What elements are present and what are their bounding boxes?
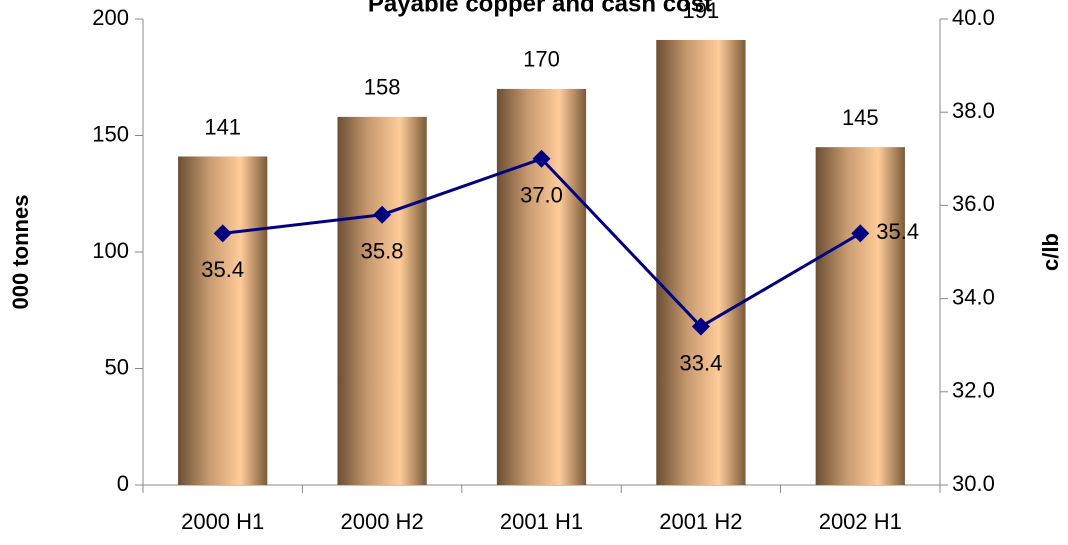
bar [178, 156, 268, 485]
x-tick-label: 2001 H1 [500, 509, 583, 534]
y-tick-label: 0 [117, 471, 129, 496]
y2-tick-label: 32.0 [952, 378, 995, 403]
bar [656, 39, 746, 485]
y2-tick-label: 38.0 [952, 98, 995, 123]
y-tick-label: 200 [92, 5, 129, 30]
marker [213, 224, 232, 243]
bar-value-label: 141 [204, 114, 241, 139]
marker [373, 205, 392, 224]
x-tick-label: 2000 H1 [181, 509, 264, 534]
y2-axis-label: c/lb [1038, 233, 1063, 271]
line-value-label: 35.4 [876, 219, 919, 244]
line-value-label: 33.4 [679, 350, 722, 375]
y-axis-label: 000 tonnes [8, 195, 33, 310]
y2-tick-label: 34.0 [952, 284, 995, 309]
bar [496, 88, 587, 486]
line-value-label: 35.8 [361, 239, 404, 264]
line-value-label: 35.4 [201, 257, 244, 282]
y2-tick-label: 40.0 [952, 5, 995, 30]
marker [532, 149, 551, 168]
y2-tick-label: 30.0 [952, 471, 995, 496]
marker [851, 224, 870, 243]
y-tick-label: 150 [92, 121, 129, 146]
bar [815, 147, 905, 485]
y2-tick-label: 36.0 [952, 191, 995, 216]
y-tick-label: 100 [92, 238, 129, 263]
chart-title: Payable copper and cash cost [368, 0, 712, 17]
bar-value-label: 170 [523, 47, 560, 72]
bar-value-label: 191 [683, 0, 720, 23]
x-tick-label: 2000 H2 [341, 509, 424, 534]
bar [337, 116, 427, 486]
y-tick-label: 50 [105, 354, 129, 379]
x-tick-label: 2001 H2 [659, 509, 742, 534]
marker [691, 317, 710, 336]
bar-value-label: 158 [364, 75, 401, 100]
bar-value-label: 145 [842, 105, 879, 130]
x-tick-label: 2002 H1 [819, 509, 902, 534]
line-value-label: 37.0 [520, 183, 563, 208]
